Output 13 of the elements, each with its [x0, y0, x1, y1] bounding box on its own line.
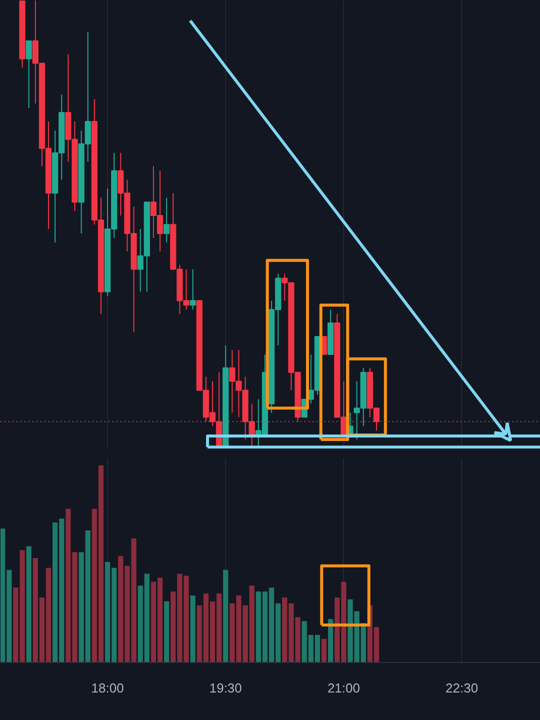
bar — [223, 570, 228, 662]
x-tick-label: 22:30 — [446, 680, 478, 696]
bar — [328, 619, 334, 662]
x-tick-label: 19:30 — [209, 680, 242, 696]
bar — [164, 601, 170, 662]
bar — [26, 546, 32, 662]
candlestick — [190, 268, 196, 310]
bar — [190, 595, 196, 662]
x-tick-label: 21:00 — [327, 680, 360, 696]
candlestick — [26, 40, 32, 109]
x-tick-label: 18:00 — [91, 680, 124, 696]
candlestick — [164, 197, 170, 243]
bar — [321, 638, 327, 662]
